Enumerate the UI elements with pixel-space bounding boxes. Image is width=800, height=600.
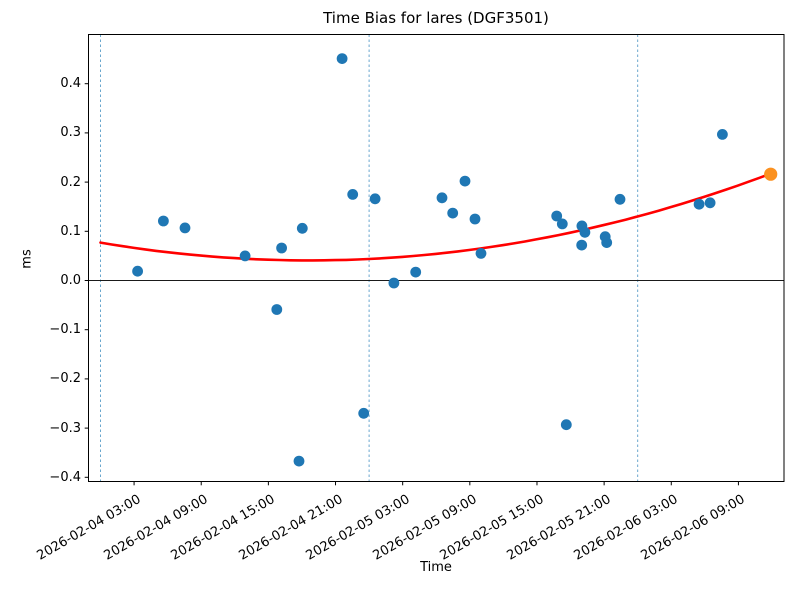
data-point [293,455,305,467]
chart-title: Time Bias for lares (DGF3501) [323,9,549,27]
data-point [717,129,728,140]
data-point [336,53,348,64]
y-tick-label: 0.1 [60,223,81,239]
data-point [614,193,626,205]
y-tick-label: −0.3 [49,420,81,436]
data-point [576,239,588,251]
y-tick-label: 0.2 [60,174,81,190]
data-point [276,242,287,254]
data-point [158,215,169,227]
data-point [347,189,359,200]
data-point [556,218,568,230]
data-point [579,226,591,238]
data-point [704,197,716,209]
data-point [693,198,705,210]
data-point [388,277,400,289]
y-tick-label: 0.3 [60,125,81,141]
data-point [132,265,144,277]
data-point [239,250,251,262]
y-tick-label: 0.4 [60,76,81,92]
data-point [469,213,481,225]
data-point [560,419,572,431]
data-point [459,175,471,187]
data-point [410,266,422,278]
latest-data-point [764,167,778,181]
data-point [601,237,613,249]
axes-frame [88,34,785,482]
y-tick-label: −0.2 [49,371,81,387]
data-point [475,248,487,259]
y-tick-label: −0.4 [49,469,81,485]
x-axis-label: Time [420,560,452,575]
y-tick-label: −0.1 [49,322,81,338]
data-point [179,222,191,234]
trend-curve [99,172,772,262]
data-point [369,193,381,205]
data-point [271,304,283,315]
data-point [358,407,370,419]
data-point [436,192,448,204]
y-tick-label: 0.0 [60,273,81,288]
data-point [296,222,308,234]
data-point [447,207,459,219]
y-axis-label: ms [19,249,35,269]
data-point [551,210,563,222]
